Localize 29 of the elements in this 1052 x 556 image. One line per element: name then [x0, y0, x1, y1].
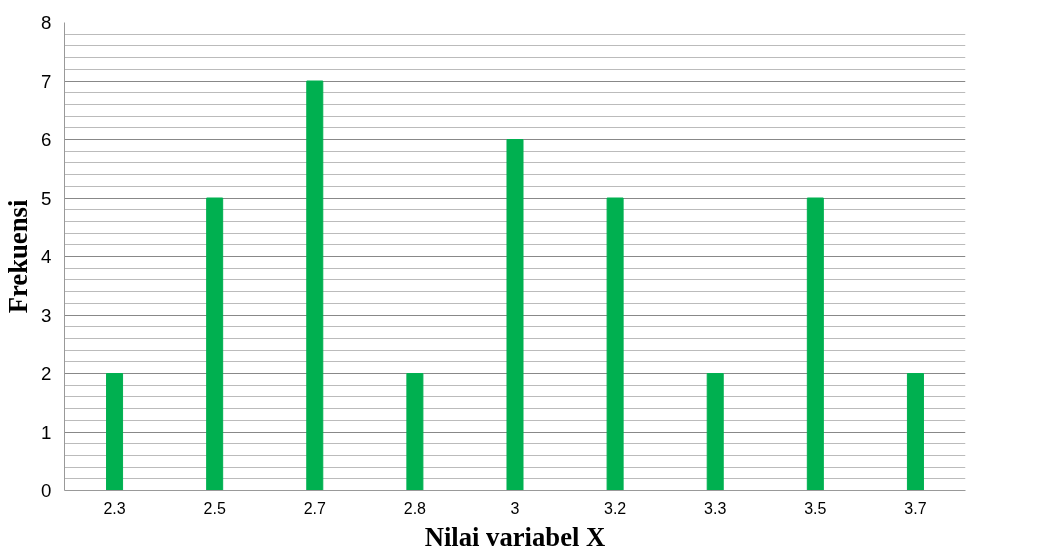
x-tick-label: 3.5 — [804, 499, 827, 517]
y-tick-label: 4 — [41, 246, 52, 267]
x-tick-label: 3.2 — [603, 499, 627, 517]
bar — [206, 197, 224, 491]
x-tick-label: 2.7 — [303, 499, 326, 517]
x-tick-label: 3 — [510, 499, 520, 517]
bar — [306, 80, 324, 491]
y-tick-label: 1 — [41, 421, 52, 443]
y-tick-label: 3 — [41, 304, 52, 326]
bar — [906, 373, 924, 491]
y-tick-label: 7 — [41, 70, 52, 92]
x-tick-label: 3.7 — [904, 499, 927, 517]
x-tick-label: 2.5 — [203, 499, 226, 517]
bar — [406, 373, 424, 491]
bar — [806, 197, 824, 491]
bar — [106, 373, 124, 491]
bar — [606, 197, 624, 491]
y-tick-label: 0 — [41, 480, 52, 501]
x-tick-label: 3.3 — [704, 499, 727, 517]
x-tick-label: 2.8 — [403, 499, 427, 517]
y-axis-title: Frekuensi — [3, 199, 34, 314]
x-axis-title: Nilai variabel X — [424, 521, 606, 552]
x-tick-label: 2.3 — [103, 499, 126, 517]
bar — [706, 373, 724, 491]
y-tick-label: 6 — [41, 129, 52, 150]
bar — [506, 139, 524, 491]
y-tick-label: 2 — [41, 363, 52, 384]
y-tick-label: 5 — [41, 187, 52, 209]
y-tick-label: 8 — [41, 12, 52, 33]
